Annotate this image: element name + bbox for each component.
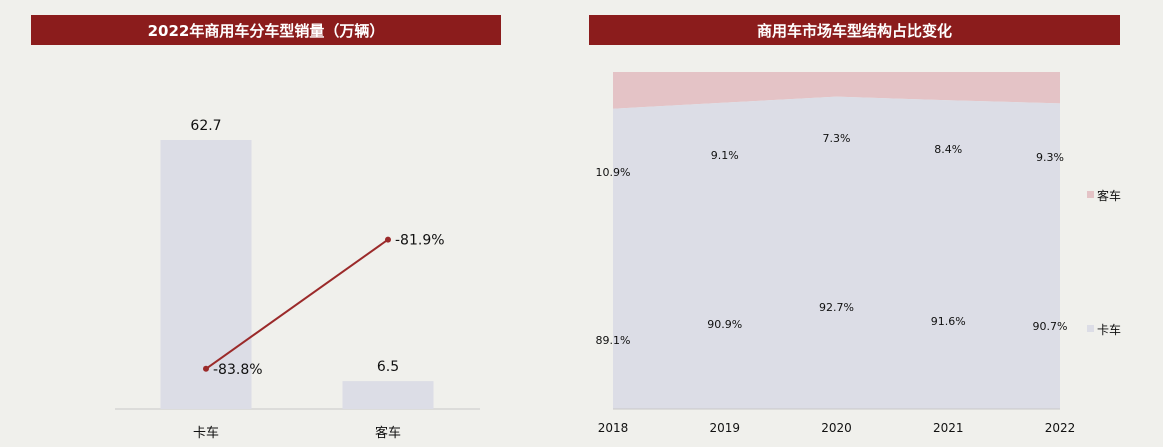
truck-share-label: 90.9% [707, 318, 742, 331]
bar-value-label: 6.5 [377, 359, 399, 375]
bar-value-label: 62.7 [190, 118, 221, 134]
left-chart-title: 2022年商用车分车型销量（万辆） [31, 15, 501, 45]
growth-line [205, 238, 389, 370]
legend-swatch-bus [1087, 191, 1094, 198]
legend-label-bus: 客车 [1097, 188, 1121, 203]
year-label: 2018 [598, 421, 629, 435]
bus-share-area [613, 72, 1060, 109]
year-label: 2020 [821, 421, 852, 435]
year-label: 2019 [709, 421, 740, 435]
legend-label-truck: 卡车 [1097, 322, 1121, 337]
growth-label: -81.9% [395, 233, 445, 249]
year-label: 2021 [933, 421, 964, 435]
category-label: 客车 [375, 425, 401, 441]
bus-share-label: 9.3% [1036, 151, 1064, 164]
category-label: 卡车 [193, 425, 219, 441]
bus-share-label: 10.9% [596, 166, 631, 179]
legend-swatch-truck [1087, 325, 1094, 332]
bus-share-label: 9.1% [711, 149, 739, 162]
growth-point [203, 365, 209, 372]
growth-point [385, 236, 391, 243]
bus-share-label: 7.3% [823, 132, 851, 145]
truck-share-label: 90.7% [1033, 320, 1068, 333]
truck-share-label: 91.6% [931, 315, 966, 328]
bus-share-label: 8.4% [934, 143, 962, 156]
year-label: 2022 [1045, 421, 1076, 435]
truck-share-area [613, 96, 1060, 409]
bar-1 [160, 140, 252, 409]
right-chart-title: 商用车市场车型结构占比变化 [589, 15, 1120, 45]
growth-label: -83.8% [213, 362, 263, 378]
truck-share-label: 89.1% [596, 334, 631, 347]
bar-2 [342, 381, 434, 409]
truck-share-label: 92.7% [819, 301, 854, 314]
